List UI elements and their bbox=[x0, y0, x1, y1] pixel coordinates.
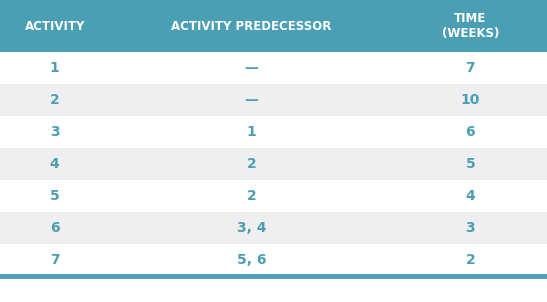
Text: 2: 2 bbox=[247, 157, 257, 171]
Text: 3: 3 bbox=[50, 125, 60, 139]
Bar bbox=[0, 52, 547, 84]
Bar bbox=[0, 0, 547, 52]
Bar bbox=[0, 180, 547, 212]
Text: —: — bbox=[245, 61, 259, 75]
Bar bbox=[0, 84, 547, 116]
Text: 7: 7 bbox=[465, 61, 475, 75]
Bar bbox=[0, 212, 547, 244]
Text: 5: 5 bbox=[465, 157, 475, 171]
Text: 10: 10 bbox=[461, 93, 480, 107]
Text: 5: 5 bbox=[50, 189, 60, 203]
Bar bbox=[0, 116, 547, 148]
Text: 4: 4 bbox=[465, 189, 475, 203]
Text: 5, 6: 5, 6 bbox=[237, 253, 266, 267]
Text: 6: 6 bbox=[465, 125, 475, 139]
Text: 6: 6 bbox=[50, 221, 60, 235]
Text: 7: 7 bbox=[50, 253, 60, 267]
Text: —: — bbox=[245, 93, 259, 107]
Text: TIME
(WEEKS): TIME (WEEKS) bbox=[442, 12, 499, 40]
Text: 2: 2 bbox=[50, 93, 60, 107]
Text: 4: 4 bbox=[50, 157, 60, 171]
Text: 2: 2 bbox=[247, 189, 257, 203]
Bar bbox=[0, 148, 547, 180]
Text: 3: 3 bbox=[465, 221, 475, 235]
Text: 1: 1 bbox=[50, 61, 60, 75]
Text: 2: 2 bbox=[465, 253, 475, 267]
Bar bbox=[0, 244, 547, 276]
Text: 3, 4: 3, 4 bbox=[237, 221, 266, 235]
Text: 1: 1 bbox=[247, 125, 257, 139]
Text: ACTIVITY: ACTIVITY bbox=[25, 20, 85, 33]
Text: ACTIVITY PREDECESSOR: ACTIVITY PREDECESSOR bbox=[171, 20, 332, 33]
